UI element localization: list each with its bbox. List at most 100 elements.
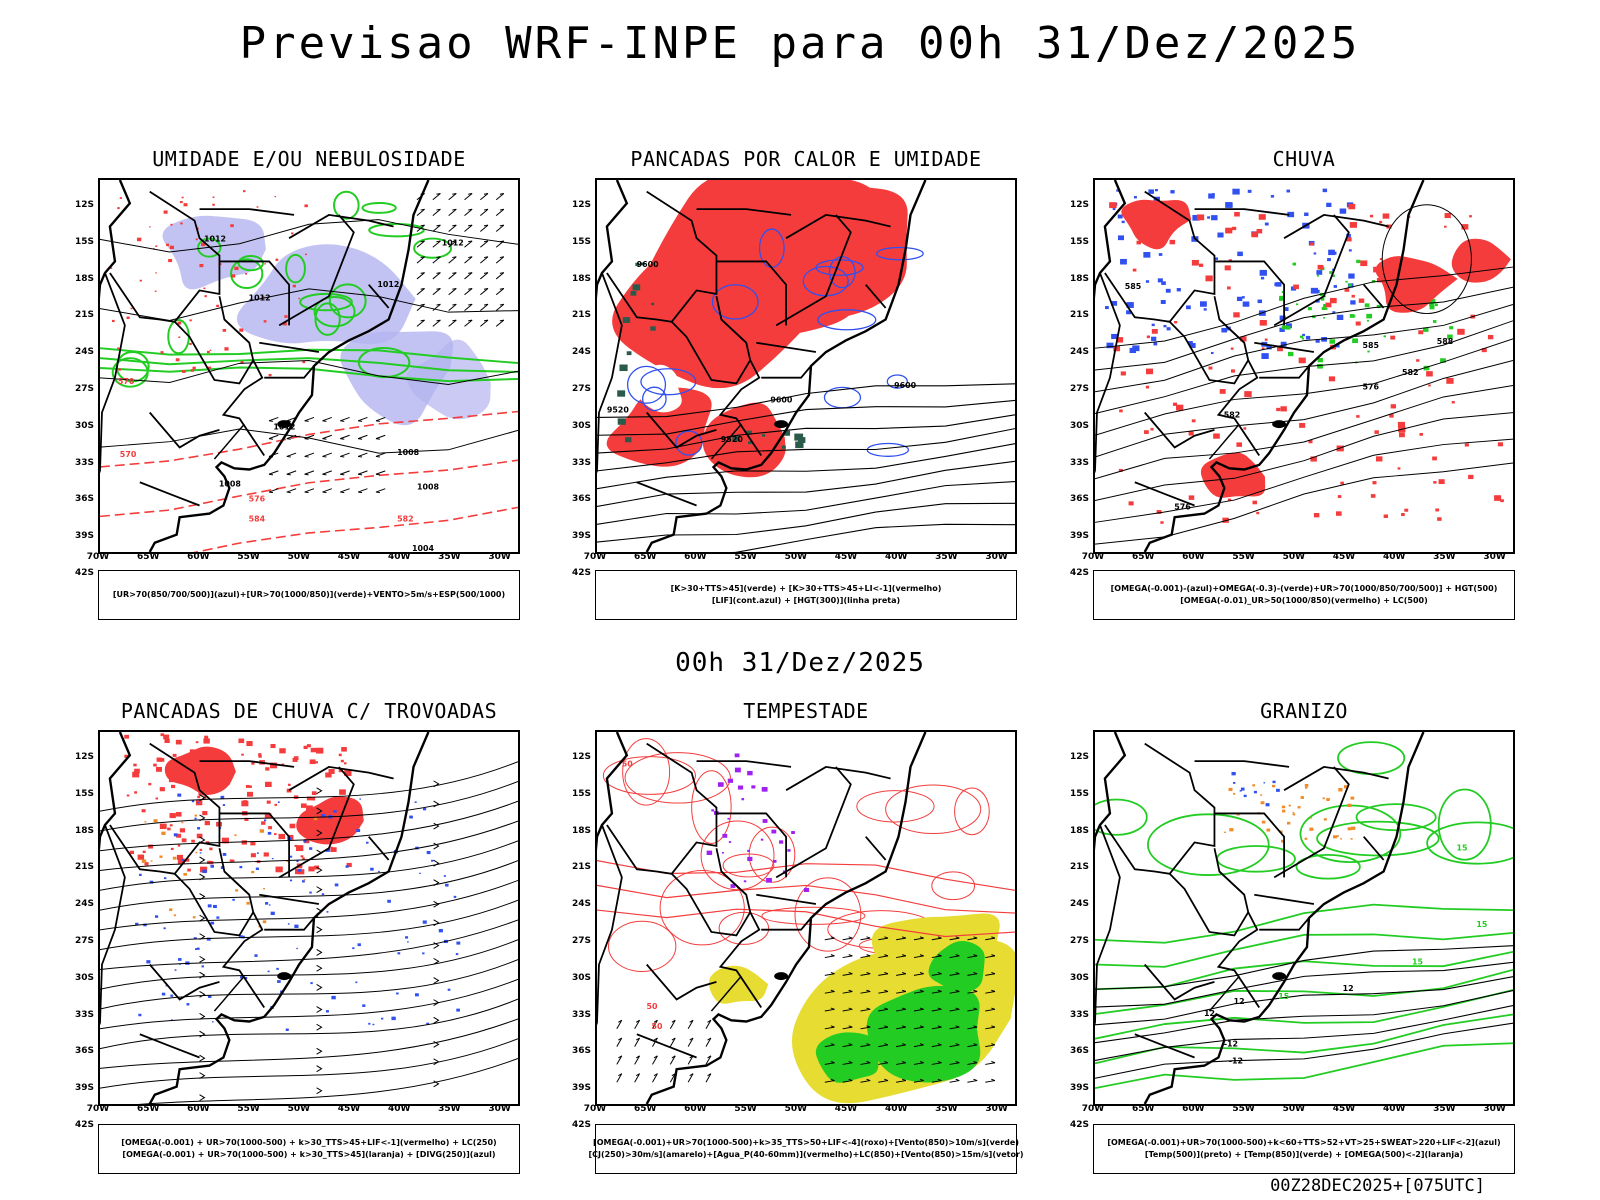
temp-850-contour (1437, 788, 1492, 861)
wind-vector (878, 1044, 889, 1048)
wind-vector (919, 1025, 924, 1028)
omega-strong-mark (1364, 303, 1370, 308)
streamline-arrow (316, 1047, 323, 1055)
temp-500-contour (1095, 961, 1513, 1008)
wind-vector (878, 1026, 889, 1030)
country-border (1104, 190, 1216, 323)
thickness-mark (180, 222, 183, 225)
divergence-mark (325, 1010, 329, 1013)
latitude-tick-label: 12S (571, 752, 591, 762)
instability-mark (617, 390, 626, 397)
humidity-contour (413, 237, 453, 259)
thunderstorm-mark (258, 753, 262, 756)
country-border (597, 824, 623, 1026)
wind-vector (955, 954, 960, 957)
hail-mark (1276, 788, 1280, 792)
omega-mark (1332, 311, 1336, 314)
longitude-tick-label: 45W (1332, 1104, 1356, 1114)
thunderstorm-mark (306, 796, 312, 801)
divergence-mark (320, 814, 326, 818)
wind-vector (618, 1055, 623, 1059)
longitude-tick-label: 50W (1282, 1104, 1306, 1114)
river-plate (710, 423, 742, 460)
precipitable-water-contour (597, 908, 1015, 938)
rain-mark (1299, 422, 1306, 428)
thunderstorm-mark (142, 850, 146, 853)
divergence-mark (422, 920, 427, 924)
divergence-mark (426, 851, 431, 855)
height-contour (597, 414, 1015, 454)
thickness-mark (117, 347, 120, 350)
thunderstorm-mark (129, 850, 134, 855)
contour-label: 1008 (417, 483, 440, 492)
country-border (1095, 824, 1121, 1026)
contour-label: 9520 (607, 406, 630, 415)
omega-strong-mark (1307, 307, 1312, 311)
omega-mark (1260, 794, 1263, 796)
longitude-tick-label: 30W (985, 1104, 1008, 1114)
omega-mark (1304, 786, 1308, 789)
wind-vector (464, 256, 473, 264)
wind-vector (416, 319, 425, 327)
country-border (1104, 742, 1216, 875)
wind-vector (480, 272, 489, 280)
divergence-mark (174, 969, 177, 971)
wind-vector (468, 303, 473, 306)
wind-vector (860, 1044, 871, 1048)
rain-mark (1144, 430, 1149, 434)
streamline-arrow (433, 1080, 440, 1088)
rain-mark (1398, 432, 1405, 438)
rain-mark (1116, 337, 1124, 343)
wind-vector (991, 1007, 996, 1010)
height-contour (597, 460, 1015, 508)
wind-vector (483, 287, 489, 290)
divergence-mark (207, 995, 212, 998)
omega-mark (1315, 339, 1320, 343)
country-border (718, 870, 762, 1009)
country-border (775, 214, 852, 327)
wind-vector (949, 937, 960, 941)
wind-vector (842, 955, 853, 959)
thunderstorm-mark (263, 852, 269, 857)
rain-mark (1351, 294, 1355, 298)
wind-vector (955, 1078, 960, 1082)
rain-mark (1468, 474, 1474, 480)
omega-strong-mark (1321, 306, 1326, 311)
contour-label: 576 (1362, 383, 1379, 392)
streamline-arrow (199, 1072, 206, 1079)
lifted-index-contour (642, 386, 667, 412)
divergence-mark (163, 927, 166, 930)
wind-vector (448, 224, 457, 232)
omega-mark (1161, 281, 1166, 285)
contour-label: 9600 (637, 260, 660, 269)
omega-strong-mark (1331, 274, 1335, 277)
wind-vector (913, 973, 924, 976)
omega-mark (1310, 287, 1318, 294)
omega-strong-mark (1432, 320, 1437, 323)
thunderstorm-mark (155, 797, 159, 800)
legend-text: [OMEGA(-0.01)_UR>50(1000/850)(vermelho) … (1180, 596, 1428, 605)
wind-vector (955, 1007, 960, 1010)
omega-mark (1210, 351, 1214, 355)
instability-mark (235, 889, 239, 892)
atlantic-coastline (148, 180, 430, 552)
rain-mark (1128, 501, 1134, 506)
wind-vector (286, 473, 291, 476)
wind-vector (824, 1026, 835, 1030)
wind-vector (902, 936, 907, 939)
omega-strong-mark (1324, 307, 1328, 310)
omega-mark (1257, 299, 1263, 304)
omega-strong-mark (1323, 303, 1328, 308)
wind-vector (707, 1037, 712, 1041)
wind-vector (830, 971, 835, 975)
omega-mark (1228, 787, 1233, 792)
omega-mark (1280, 341, 1287, 347)
streamline-arrow (199, 794, 206, 802)
wind-vector (480, 193, 489, 201)
rain-mark (1444, 213, 1451, 219)
wind-vector (616, 1019, 623, 1030)
wind-vector (991, 989, 996, 992)
wind-vector (420, 303, 425, 306)
rain-mark (1293, 284, 1299, 290)
divergence-mark (301, 880, 305, 883)
